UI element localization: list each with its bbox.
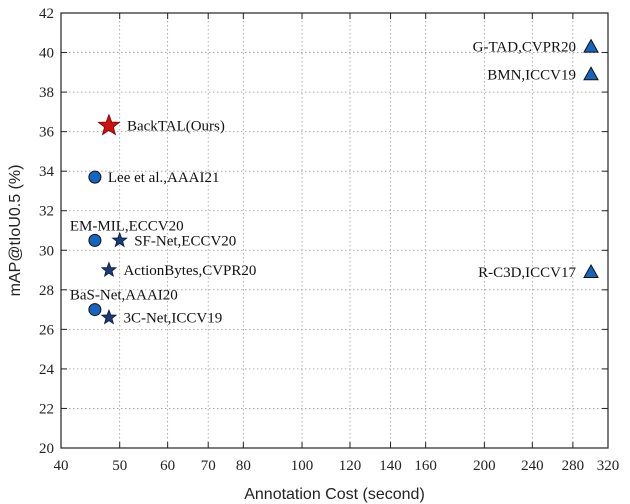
plot-frame <box>60 12 609 449</box>
point-marker-circle <box>88 170 102 184</box>
y-tick-label: 26 <box>39 322 55 338</box>
x-tick-label: 200 <box>473 458 496 474</box>
y-axis-label: mAP@tIoU0.5 (%) <box>7 165 24 297</box>
y-tick-label: 42 <box>39 6 54 22</box>
x-axis-label: Annotation Cost (second) <box>244 486 425 503</box>
y-tick-label: 38 <box>39 85 54 101</box>
point-label: BaS-Net,AAAI20 <box>70 288 178 304</box>
y-tick-label: 36 <box>39 125 55 141</box>
x-tick-label: 280 <box>562 458 585 474</box>
x-tick-label: 100 <box>291 458 314 474</box>
point-label: SF-Net,ECCV20 <box>134 233 236 249</box>
point-label: 3C-Net,ICCV19 <box>123 311 222 327</box>
point-label: ActionBytes,CVPR20 <box>123 263 256 279</box>
x-tick-label: 120 <box>339 458 362 474</box>
point-label: EM-MIL,ECCV20 <box>70 218 184 234</box>
x-tick-label: 140 <box>379 458 402 474</box>
data-points: BackTAL(Ours) Lee et al.,AAAI21 EM-MIL,ECC… <box>70 38 599 327</box>
point-marker-triangle <box>583 66 599 81</box>
y-tick-label: 32 <box>39 204 54 220</box>
x-tick-label: 40 <box>54 458 69 474</box>
point-marker-triangle <box>583 263 599 279</box>
x-tick-label: 160 <box>414 458 437 474</box>
axis-ticks: 20 22 24 26 28 30 32 34 36 38 40 42 40 50 60 70 80 100 120… <box>39 6 619 474</box>
y-tick-label: 40 <box>39 46 54 62</box>
point-marker-star <box>100 261 118 278</box>
y-tick-label: 34 <box>39 164 55 180</box>
x-tick-label: 240 <box>521 458 544 474</box>
y-tick-label: 20 <box>39 441 54 457</box>
point-marker-circle <box>88 233 102 247</box>
y-tick-label: 28 <box>39 283 54 299</box>
x-tick-label: 60 <box>160 458 175 474</box>
point-marker-star <box>97 113 121 136</box>
point-label: Lee et al.,AAAI21 <box>108 170 220 186</box>
point-marker-triangle <box>583 38 599 53</box>
point-label: G-TAD,CVPR20 <box>473 40 576 56</box>
y-tick-label: 24 <box>39 362 55 378</box>
point-label: BMN,ICCV19 <box>487 67 576 83</box>
y-tick-label: 30 <box>39 243 54 259</box>
point-label: BackTAL(Ours) <box>127 119 225 135</box>
point-marker-star <box>111 231 128 248</box>
x-tick-label: 320 <box>597 458 620 474</box>
grid <box>61 13 608 448</box>
x-tick-label: 80 <box>236 458 251 474</box>
point-label: R-C3D,ICCV17 <box>478 265 576 281</box>
x-tick-label: 70 <box>201 458 216 474</box>
y-tick-label: 22 <box>39 401 54 417</box>
point-marker-star <box>100 308 118 325</box>
point-marker-circle <box>88 303 102 317</box>
x-tick-label: 50 <box>112 458 127 474</box>
